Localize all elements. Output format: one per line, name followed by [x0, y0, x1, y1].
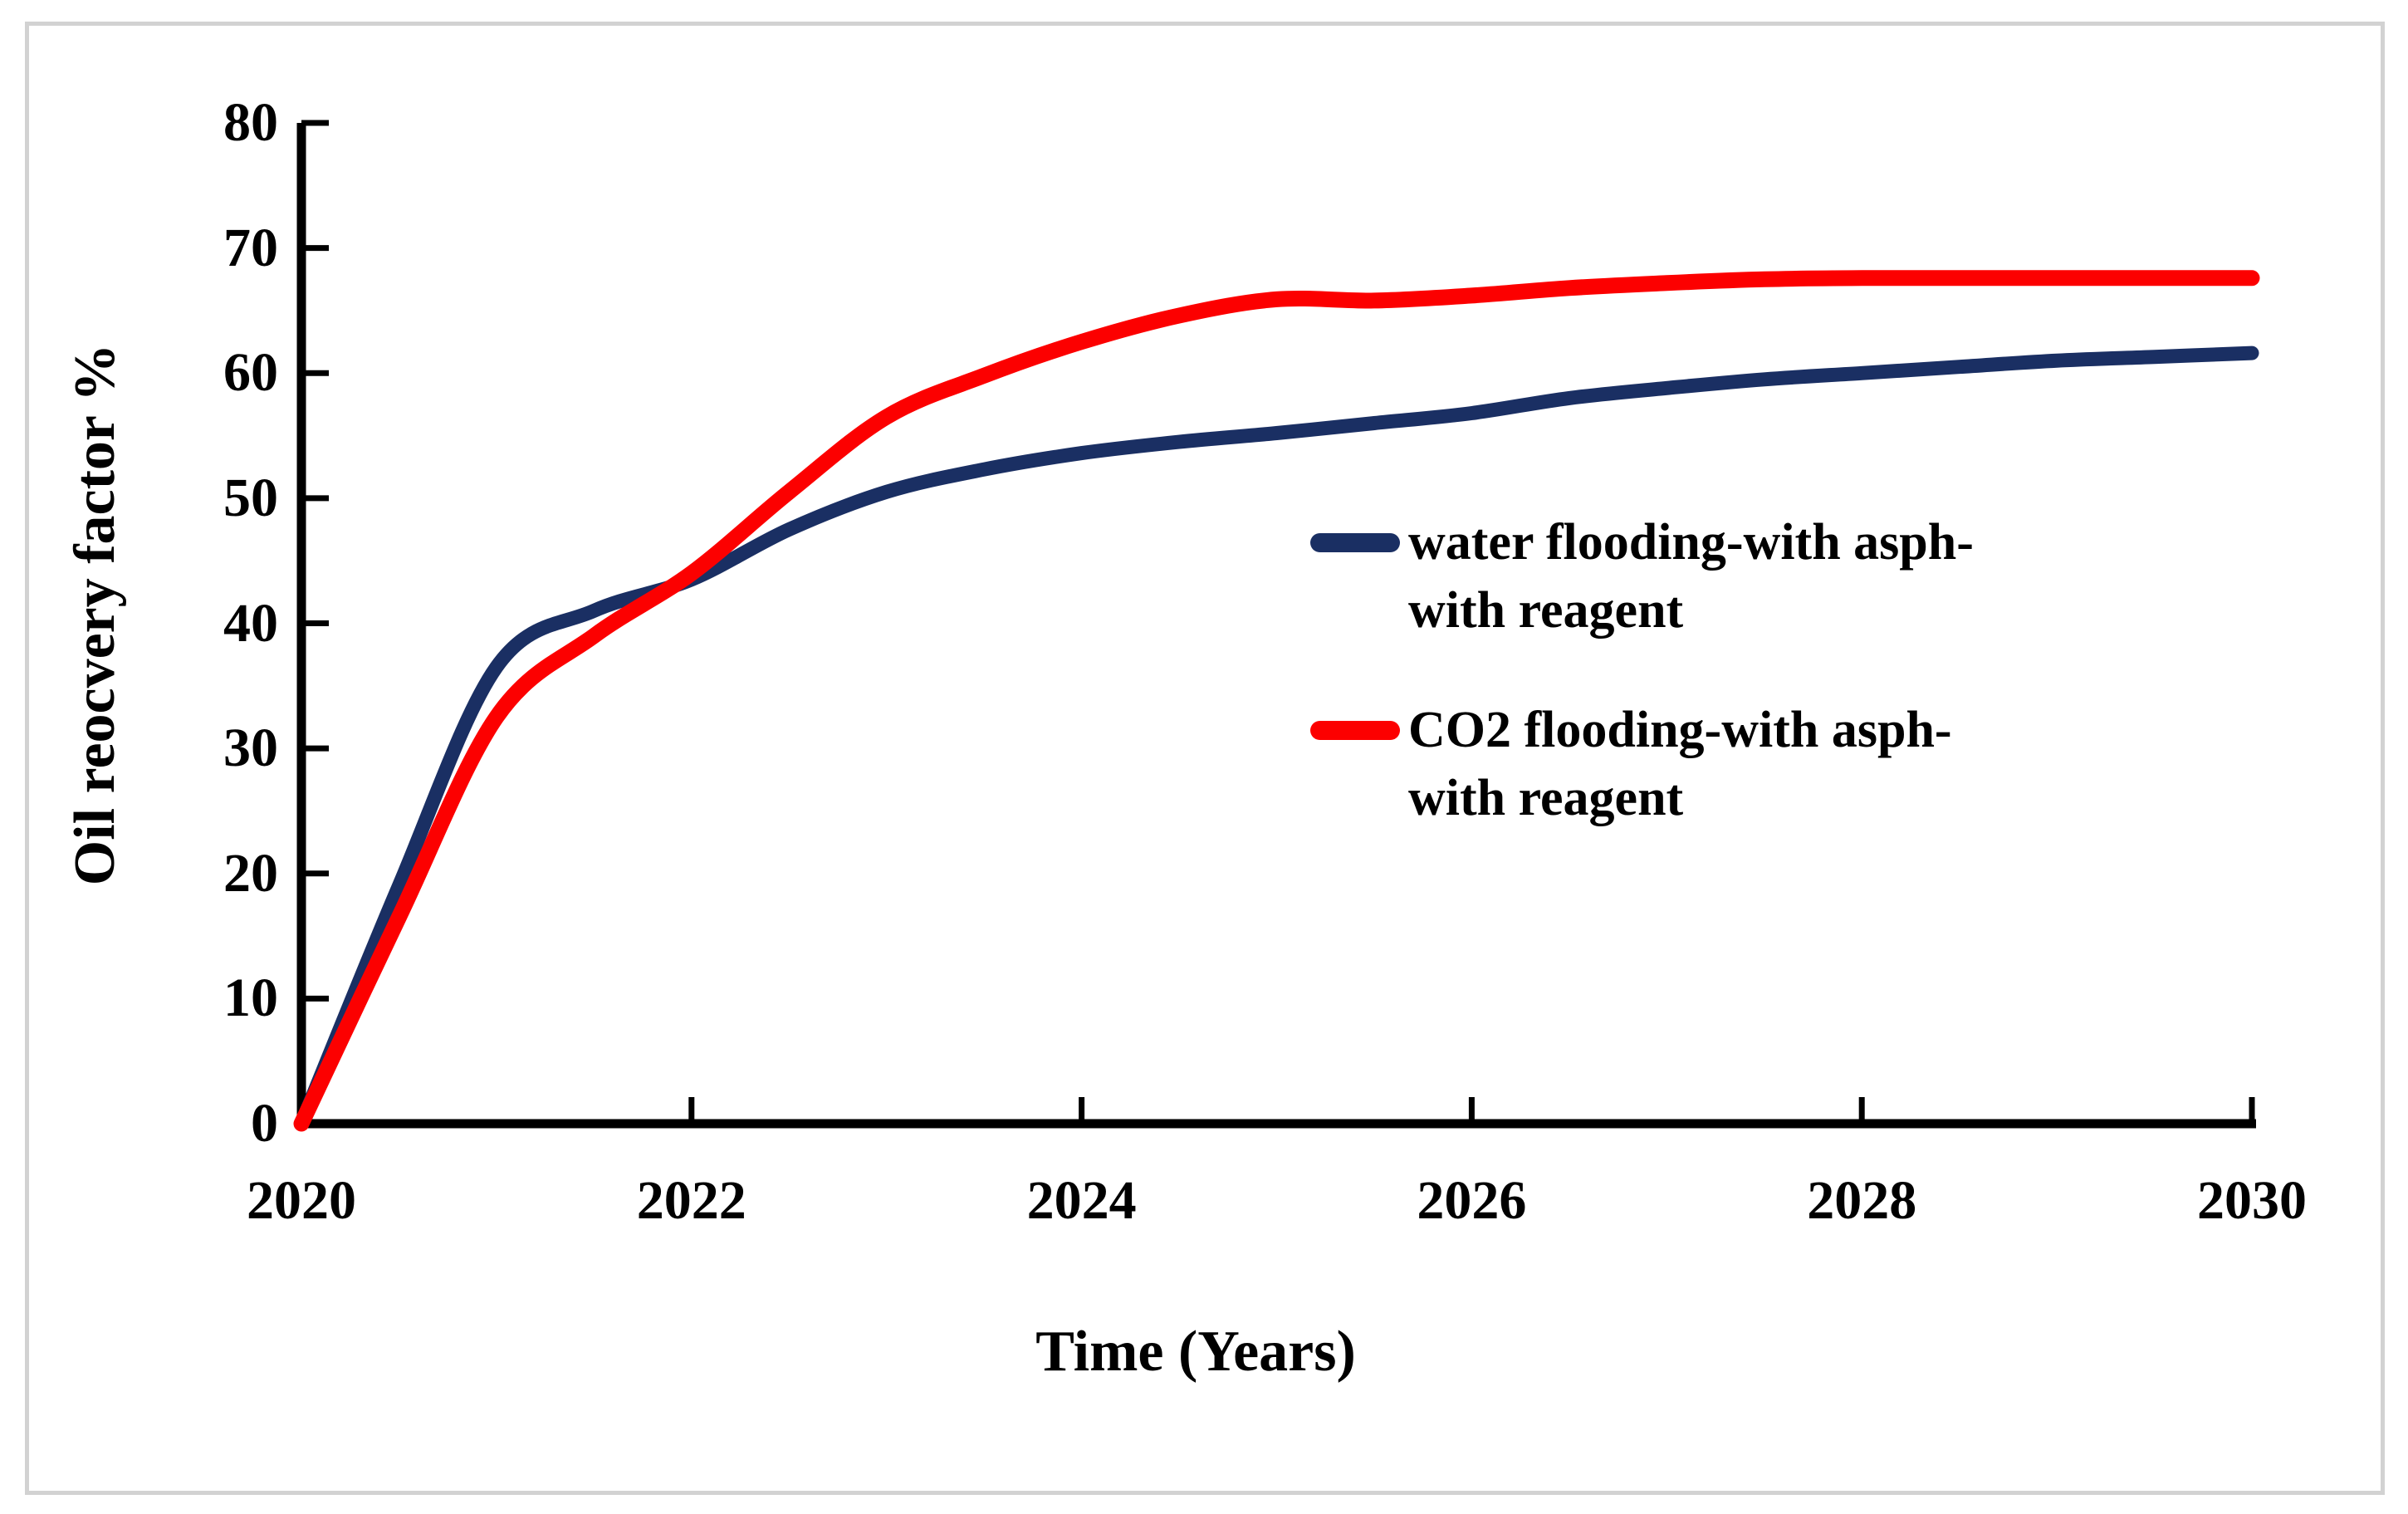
legend-label-line: CO2 flooding-with asph- [1408, 702, 1952, 758]
y-tick-label: 30 [223, 718, 278, 779]
x-tick-label: 2030 [2197, 1170, 2307, 1231]
y-tick-label: 50 [223, 467, 278, 528]
y-tick-label: 40 [223, 592, 278, 654]
legend-label-water: water flooding-with asph- with reagent [1408, 508, 1974, 644]
co2-series-swatch [1310, 721, 1400, 740]
x-axis-title: Time (Years) [1035, 1320, 1356, 1384]
legend-label-line: water flooding-with asph- [1408, 514, 1974, 571]
legend-entry-co2: CO2 flooding-with asph- with reagent [1310, 696, 1952, 832]
legend-label-line: with reagent [1408, 770, 1684, 826]
legend-label-co2: CO2 flooding-with asph- with reagent [1408, 696, 1952, 832]
x-tick-label: 2024 [1026, 1170, 1137, 1231]
y-tick-label: 60 [223, 342, 278, 404]
water-flooding-curve [294, 345, 2259, 1131]
legend-label-line: with reagent [1408, 582, 1684, 639]
x-tick-label: 2022 [636, 1170, 746, 1231]
y-tick-label: 10 [223, 968, 278, 1029]
co2-flooding-curve [293, 270, 2260, 1132]
x-tick-label: 2026 [1417, 1170, 1527, 1231]
legend-entry-water: water flooding-with asph- with reagent [1310, 508, 1974, 644]
y-tick-label: 80 [223, 92, 278, 153]
x-tick-label: 2020 [247, 1170, 356, 1231]
y-tick-label: 0 [251, 1093, 278, 1154]
water-series-swatch [1310, 533, 1400, 552]
x-tick-label: 2028 [1807, 1170, 1917, 1231]
y-tick-label: 20 [223, 842, 278, 904]
y-tick-label: 70 [223, 217, 278, 278]
chart-frame [25, 22, 2385, 1495]
